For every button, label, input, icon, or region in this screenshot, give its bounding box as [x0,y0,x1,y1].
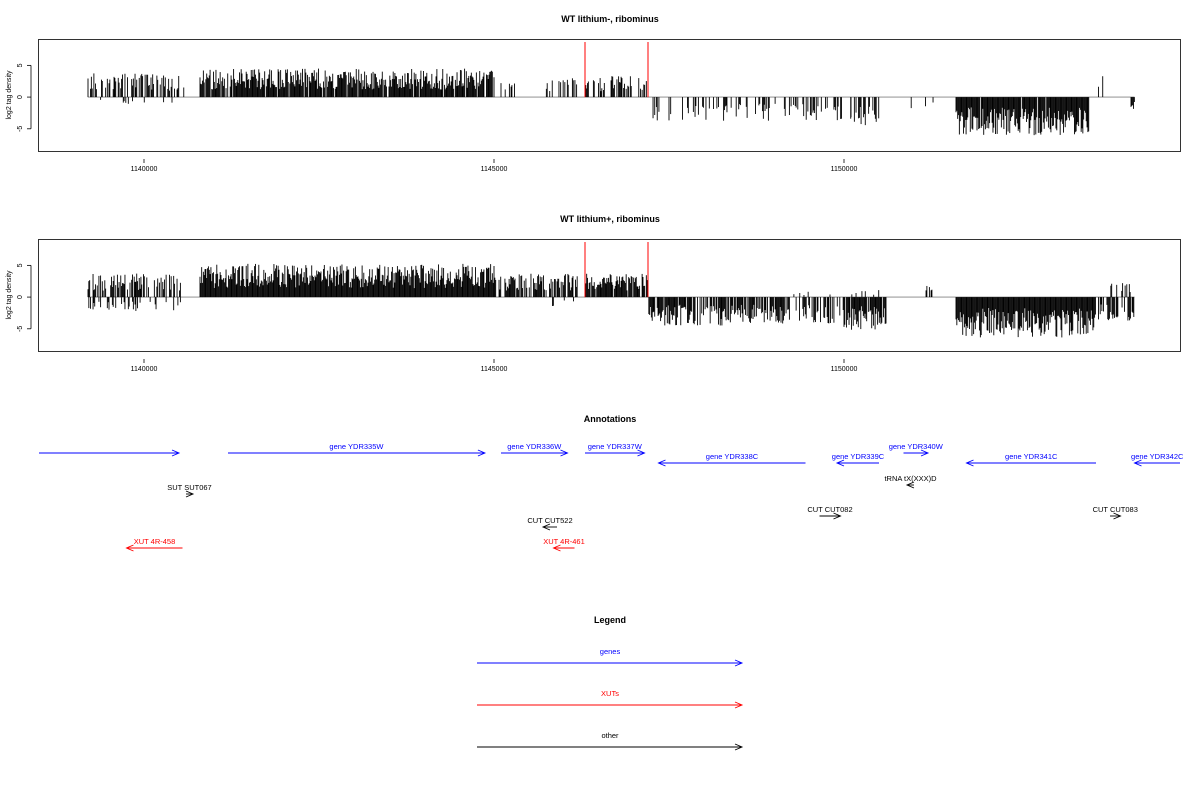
legend-label: genes [600,647,621,656]
density-bars [87,42,1135,136]
panel-title: WT lithium+, ribominus [560,214,660,224]
feature-arrowhead [965,459,974,467]
legend-entry: genes [477,647,744,667]
annotation-feature: XUT 4R-461 [543,537,585,552]
legend-arrowhead [734,659,744,667]
annotation-feature: CUT CUT082 [807,505,853,520]
y-axis: -5 0 5 [17,263,32,332]
x-tick-label: 1145000 [481,366,508,373]
x-tick-label: 1140000 [131,166,158,173]
x-axis: 1140000 1145000 1150000 [131,159,858,173]
feature-label: gene YDR339C [832,452,885,461]
feature-arrowhead [552,544,561,552]
feature-arrowhead [171,449,181,457]
density-panel-lithium-plus: WT lithium+, ribominus log2 tag density … [6,214,1181,373]
feature-label: tRNA tX(XXX)D [884,474,937,483]
annotation-feature: gene YDR338C [657,452,806,467]
annotations-track: Annotations gene YDR335W gene YDR336W gene… [39,414,1184,552]
x-tick-label: 1140000 [131,366,158,373]
y-tick-label: 0 [17,95,24,99]
feature-label: CUT CUT522 [527,516,572,525]
feature-label: gene YDR342C [1131,452,1184,461]
feature-arrowhead [1113,512,1122,520]
feature-label: SUT SUT067 [167,483,211,492]
annotation-features: gene YDR335W gene YDR336W gene YDR337W gene… [39,442,1184,552]
feature-arrowhead [657,459,666,467]
annotation-feature: gene YDR342C [1131,452,1184,467]
feature-arrowhead [833,512,842,520]
feature-arrowhead [541,523,551,531]
feature-label: gene YDR341C [1005,452,1058,461]
feature-arrowhead [1133,459,1142,467]
feature-arrowhead [185,490,195,498]
feature-label: XUT 4R-461 [543,537,585,546]
feature-label: CUT CUT082 [807,505,852,514]
y-tick-label: -5 [17,126,24,132]
legend: Legend genes XUTs other [477,615,744,751]
x-axis: 1140000 1145000 1150000 [131,359,858,373]
annotation-feature: gene YDR340W [889,442,944,457]
legend-entry: other [477,731,744,751]
annotation-feature: CUT CUT522 [527,516,573,531]
y-tick-label: 0 [17,295,24,299]
annotation-feature: SUT SUT067 [167,483,212,498]
density-panel-lithium-minus: WT lithium-, ribominus log2 tag density … [6,14,1181,173]
legend-label: other [601,731,619,740]
annotation-feature: gene YDR339C [832,452,885,467]
feature-arrowhead [477,449,487,457]
legend-arrowhead [734,743,744,751]
x-tick-label: 1150000 [831,166,858,173]
y-axis-label: log2 tag density [6,70,13,120]
y-tick-label: 5 [17,263,24,267]
y-axis-label: log2 tag density [6,270,13,320]
y-tick-label: -5 [17,326,24,332]
annotation-feature: gene YDR336W [501,442,569,457]
legend-title: Legend [594,615,626,625]
legend-label: XUTs [601,689,619,698]
annotation-feature: gene YDR341C [965,452,1096,467]
feature-arrowhead [835,459,845,467]
annotation-feature: gene YDR337W [585,442,646,457]
plot-frame [38,39,1181,152]
feature-label: gene YDR337W [588,442,643,451]
feature-label: gene YDR335W [329,442,384,451]
legend-entries: genes XUTs other [477,647,744,751]
annotations-title: Annotations [584,414,637,424]
plot-frame [38,239,1181,352]
annotation-feature [39,449,181,457]
feature-arrowhead [905,481,915,489]
y-axis: -5 0 5 [17,63,32,132]
panel-title: WT lithium-, ribominus [561,14,659,24]
y-tick-label: 5 [17,63,24,67]
feature-label: XUT 4R-458 [134,537,176,546]
annotation-feature: CUT CUT083 [1093,505,1138,520]
feature-arrowhead [125,544,134,552]
feature-label: gene YDR338C [706,452,759,461]
feature-arrowhead [560,449,569,457]
annotation-feature: gene YDR335W [228,442,487,457]
feature-label: gene YDR336W [507,442,562,451]
x-tick-label: 1150000 [831,366,858,373]
legend-arrowhead [734,701,744,709]
feature-label: gene YDR340W [889,442,944,451]
feature-label: CUT CUT083 [1093,505,1138,514]
legend-entry: XUTs [477,689,744,709]
feature-arrowhead [920,449,930,457]
annotation-feature: tRNA tX(XXX)D [884,474,937,489]
feature-arrowhead [637,449,646,457]
density-bars [87,242,1135,338]
annotation-feature: XUT 4R-458 [125,537,183,552]
x-tick-label: 1145000 [481,166,508,173]
